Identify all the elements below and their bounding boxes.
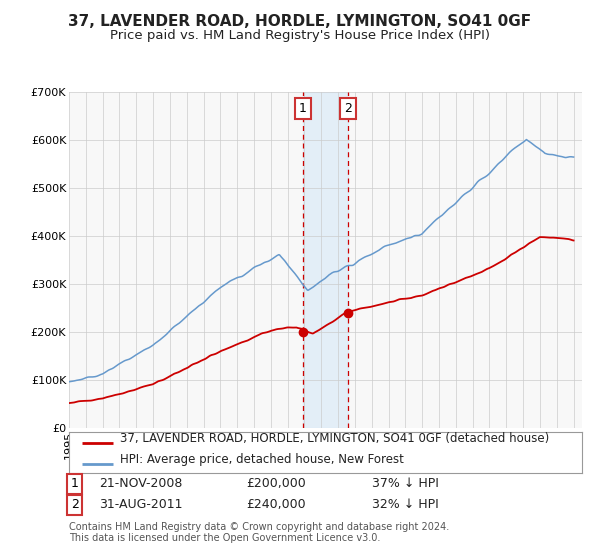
Text: 2: 2 <box>344 102 352 115</box>
Text: 37% ↓ HPI: 37% ↓ HPI <box>372 477 439 490</box>
Bar <box>303 92 348 428</box>
Text: £240,000: £240,000 <box>246 498 305 511</box>
Text: Price paid vs. HM Land Registry's House Price Index (HPI): Price paid vs. HM Land Registry's House … <box>110 29 490 42</box>
Text: 2: 2 <box>71 498 79 511</box>
Text: 21-NOV-2008: 21-NOV-2008 <box>99 477 182 490</box>
Text: 31-AUG-2011: 31-AUG-2011 <box>99 498 182 511</box>
Text: £200,000: £200,000 <box>246 477 306 490</box>
Text: This data is licensed under the Open Government Licence v3.0.: This data is licensed under the Open Gov… <box>69 533 380 543</box>
Text: 37, LAVENDER ROAD, HORDLE, LYMINGTON, SO41 0GF: 37, LAVENDER ROAD, HORDLE, LYMINGTON, SO… <box>68 14 532 29</box>
Text: Contains HM Land Registry data © Crown copyright and database right 2024.: Contains HM Land Registry data © Crown c… <box>69 522 449 532</box>
Text: 37, LAVENDER ROAD, HORDLE, LYMINGTON, SO41 0GF (detached house): 37, LAVENDER ROAD, HORDLE, LYMINGTON, SO… <box>121 432 550 445</box>
Text: HPI: Average price, detached house, New Forest: HPI: Average price, detached house, New … <box>121 453 404 466</box>
Text: 1: 1 <box>299 102 307 115</box>
Text: 32% ↓ HPI: 32% ↓ HPI <box>372 498 439 511</box>
Text: 1: 1 <box>71 477 79 490</box>
